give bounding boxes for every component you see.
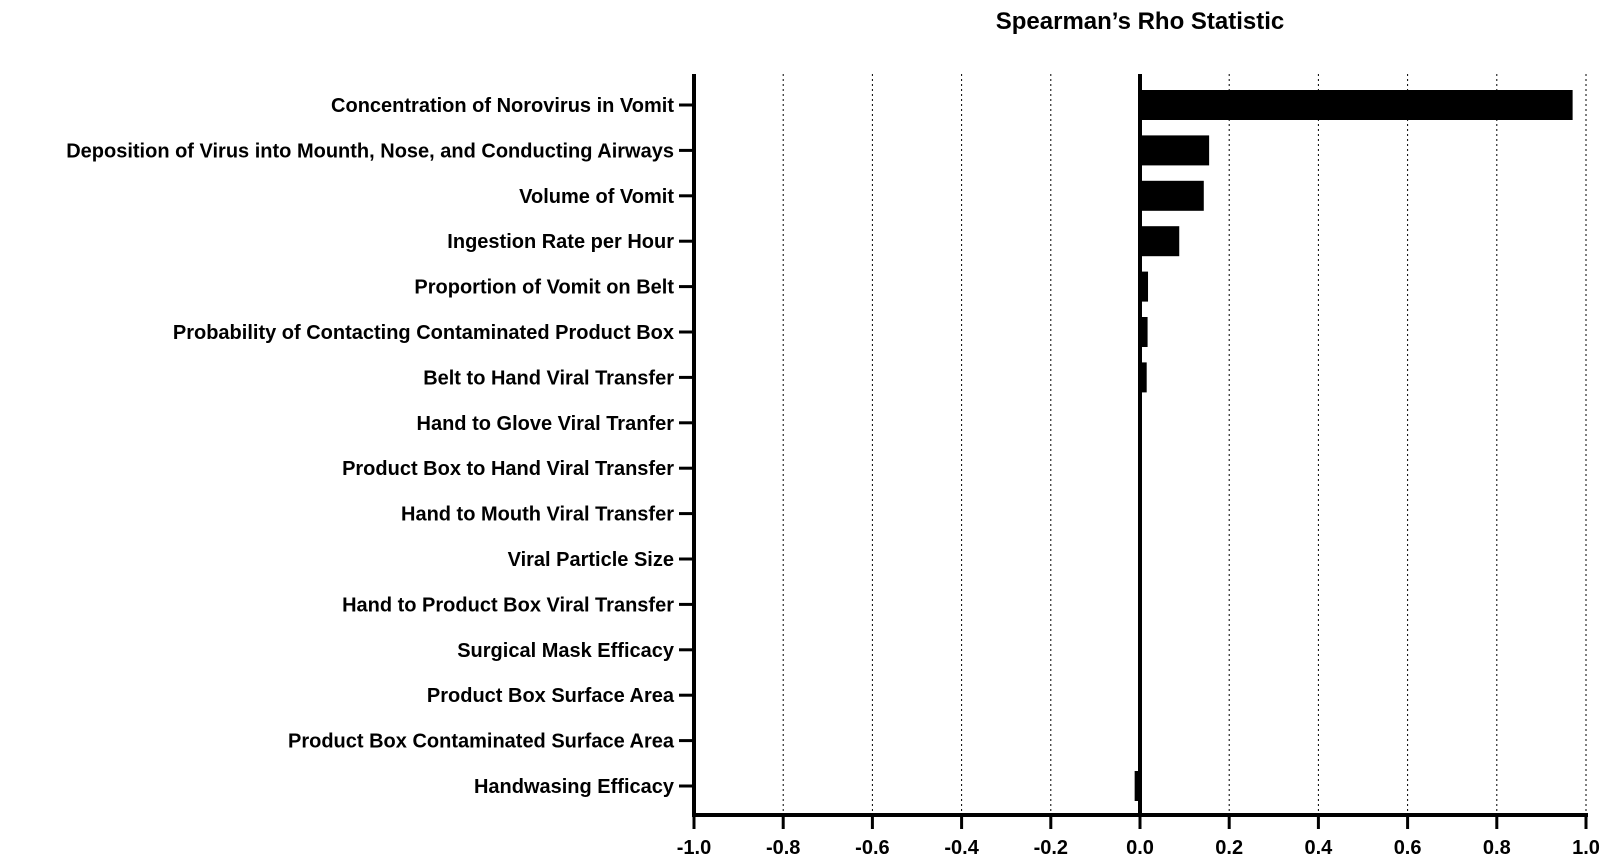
category-label-5: Probability of Contacting Contaminated P… [173,322,674,344]
category-label-2: Volume of Vomit [519,186,674,208]
bar-0 [1140,90,1573,120]
category-label-7: Hand to Glove Viral Tranfer [417,413,675,435]
x-tick-label-0.2: 0.2 [1215,837,1243,859]
x-tick-label--1.0: -1.0 [677,837,711,859]
category-label-11: Hand to Product Box Viral Transfer [342,594,674,616]
category-labels: Concentration of Norovirus in Vomit Depos… [66,95,675,798]
axes [679,74,1588,829]
category-label-14: Product Box Contaminated Surface Area [288,731,675,753]
category-label-13: Product Box Surface Area [427,685,675,707]
x-tick-label-0.6: 0.6 [1394,837,1422,859]
bar-15 [1134,771,1140,801]
category-label-10: Viral Particle Size [508,549,674,571]
x-tick-label-1.0: 1.0 [1572,837,1600,859]
bar-4 [1140,271,1149,302]
bar-3 [1140,226,1180,257]
category-label-3: Ingestion Rate per Hour [447,231,674,253]
category-label-12: Surgical Mask Efficacy [457,640,675,662]
x-tick-label-0.4: 0.4 [1304,837,1333,859]
x-tick-label--0.6: -0.6 [855,837,889,859]
x-tick-label--0.2: -0.2 [1034,837,1068,859]
bar-5 [1140,317,1148,347]
chart-title: Spearman’s Rho Statistic [996,8,1285,35]
x-tick-labels: -1.0 -0.8 -0.6 -0.4 -0.2 0.0 0.2 0.4 0.6 0.8 1.0 [677,837,1600,859]
category-label-9: Hand to Mouth Viral Transfer [401,504,674,526]
category-label-15: Handwasing Efficacy [474,776,675,798]
bar-2 [1140,180,1204,211]
bars [1134,90,1573,801]
category-label-0: Concentration of Norovirus in Vomit [331,95,674,117]
category-label-4: Proportion of Vomit on Belt [414,277,674,299]
x-tick-label--0.4: -0.4 [944,837,979,859]
x-tick-label--0.8: -0.8 [766,837,800,859]
category-label-8: Product Box to Hand Viral Transfer [342,458,674,480]
category-label-1: Deposition of Virus into Mounth, Nose, a… [66,140,674,162]
bar-6 [1140,362,1147,393]
bar-1 [1140,135,1210,166]
x-tick-label-0.8: 0.8 [1483,837,1511,859]
x-tick-label-0.0: 0.0 [1126,837,1154,859]
category-label-6: Belt to Hand Viral Transfer [423,367,674,389]
grid-lines [782,74,1587,815]
